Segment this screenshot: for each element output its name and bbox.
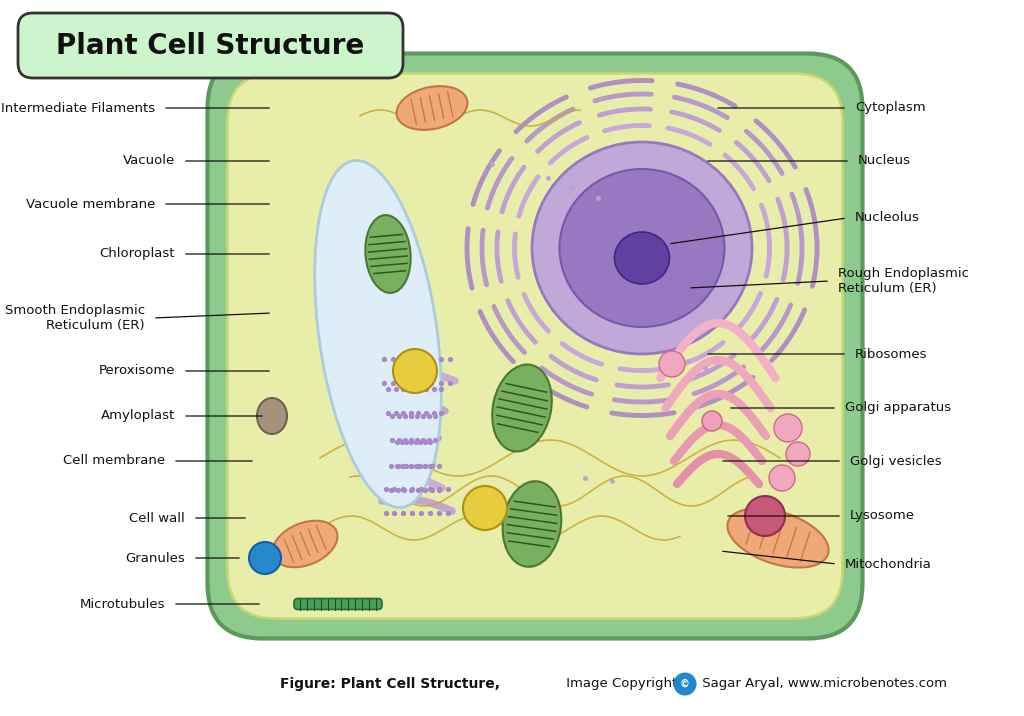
Text: Vacuole: Vacuole (123, 155, 175, 168)
Text: Figure: Plant Cell Structure,: Figure: Plant Cell Structure, (280, 677, 500, 691)
Text: Cytoplasm: Cytoplasm (855, 102, 926, 115)
Text: Microtubules: Microtubules (80, 597, 165, 611)
Ellipse shape (314, 160, 441, 508)
Text: Golgi apparatus: Golgi apparatus (845, 402, 951, 415)
Ellipse shape (493, 364, 552, 452)
FancyBboxPatch shape (208, 54, 862, 639)
Text: Peroxisome: Peroxisome (98, 364, 175, 377)
Text: Granules: Granules (125, 551, 185, 564)
Circle shape (774, 414, 802, 442)
Circle shape (659, 351, 685, 377)
FancyBboxPatch shape (227, 74, 843, 619)
Text: Nucleolus: Nucleolus (855, 211, 920, 225)
Text: Mitochondria: Mitochondria (845, 558, 932, 571)
Text: Vacuole membrane: Vacuole membrane (26, 198, 155, 211)
Text: Cell wall: Cell wall (129, 511, 185, 525)
Ellipse shape (257, 398, 287, 434)
Text: Nucleus: Nucleus (858, 155, 911, 168)
Text: Intermediate Filaments: Intermediate Filaments (1, 102, 155, 115)
Ellipse shape (396, 86, 468, 130)
Circle shape (463, 486, 507, 530)
Circle shape (786, 442, 810, 466)
Ellipse shape (727, 508, 828, 568)
Text: Amyloplast: Amyloplast (100, 410, 175, 422)
Circle shape (745, 496, 785, 536)
FancyBboxPatch shape (18, 13, 403, 78)
Text: Smooth Endoplasmic
Reticulum (ER): Smooth Endoplasmic Reticulum (ER) (5, 304, 145, 332)
Text: Chloroplast: Chloroplast (99, 248, 175, 261)
Ellipse shape (559, 169, 725, 327)
Text: Cell membrane: Cell membrane (62, 455, 165, 468)
FancyBboxPatch shape (294, 599, 382, 609)
Circle shape (393, 349, 437, 393)
Text: ©: © (680, 679, 690, 689)
Text: Rough Endoplasmic
Reticulum (ER): Rough Endoplasmic Reticulum (ER) (838, 267, 969, 295)
Ellipse shape (614, 232, 670, 284)
Text: Ribosomes: Ribosomes (855, 347, 928, 360)
Text: Plant Cell Structure: Plant Cell Structure (56, 32, 365, 59)
Circle shape (769, 465, 795, 491)
Ellipse shape (503, 481, 561, 567)
Text: Sagar Aryal, www.microbenotes.com: Sagar Aryal, www.microbenotes.com (698, 677, 947, 690)
Text: Golgi vesicles: Golgi vesicles (850, 455, 942, 468)
Ellipse shape (272, 521, 338, 567)
Circle shape (249, 542, 281, 574)
Circle shape (702, 411, 722, 431)
Circle shape (674, 672, 696, 695)
Ellipse shape (366, 215, 411, 293)
Text: Image Copyright: Image Copyright (562, 677, 682, 690)
Ellipse shape (532, 142, 752, 354)
Text: Lysosome: Lysosome (850, 510, 915, 523)
